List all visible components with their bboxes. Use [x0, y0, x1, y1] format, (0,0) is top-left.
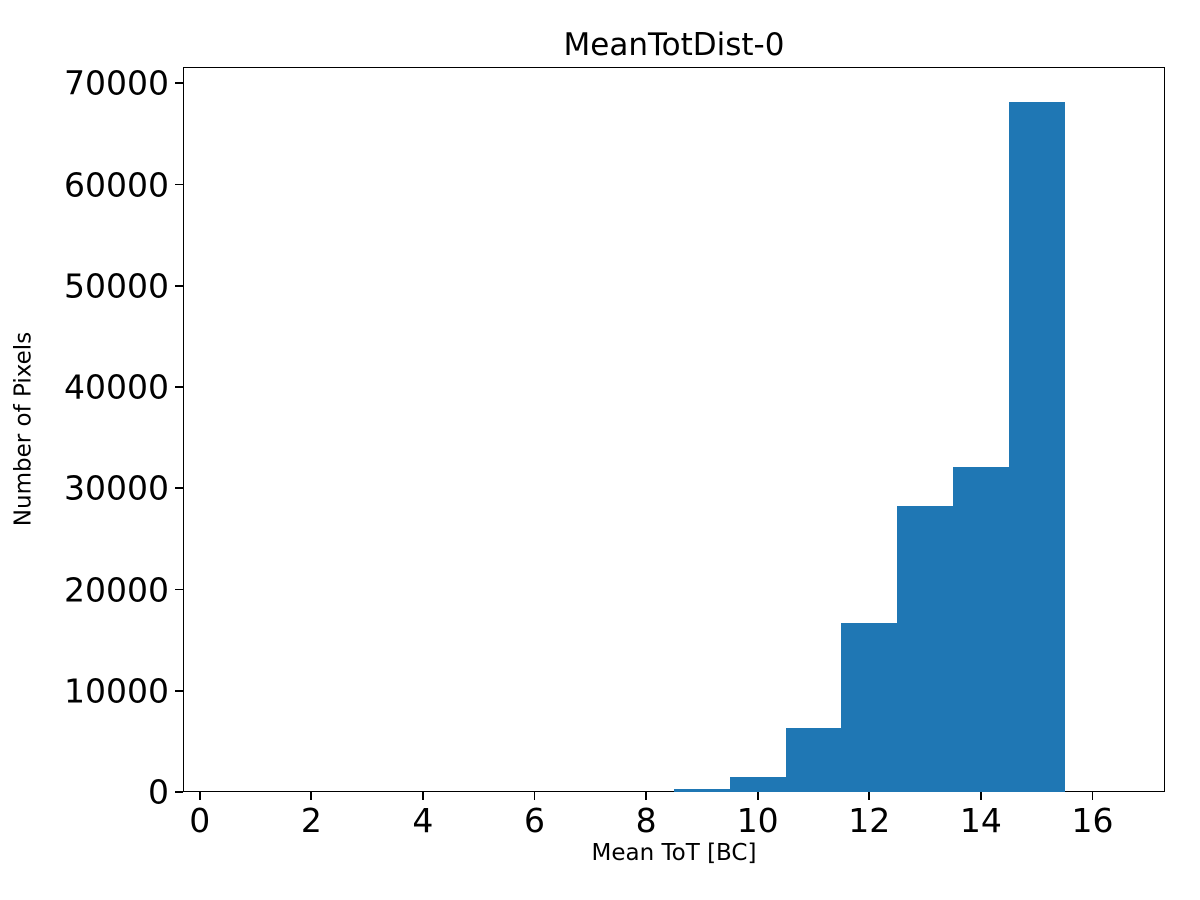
y-axis-label: Number of Pixels: [10, 331, 37, 527]
histogram-bar: [674, 789, 730, 792]
histogram-bar: [1008, 101, 1065, 792]
x-tick-label: 0: [189, 801, 211, 840]
x-tick-label: 12: [848, 801, 891, 840]
y-tick-mark: [175, 487, 183, 490]
x-tick-label: 4: [412, 801, 434, 840]
y-tick-mark: [175, 284, 183, 287]
x-tick-mark: [645, 792, 647, 800]
histogram-bar: [952, 467, 1009, 792]
y-tick-label: 0: [148, 772, 169, 812]
histogram-bar: [729, 776, 786, 792]
histogram-bar: [841, 623, 898, 792]
x-tick-mark: [1091, 792, 1094, 800]
y-tick-mark: [175, 791, 183, 793]
x-tick-mark: [979, 792, 982, 800]
x-tick-mark: [533, 792, 536, 800]
y-tick-label: 70000: [64, 63, 169, 103]
y-tick-label: 50000: [64, 266, 169, 306]
histogram-bar: [785, 728, 842, 792]
y-tick-label: 60000: [64, 165, 169, 205]
y-tick-mark: [175, 183, 183, 186]
histogram-bar: [897, 506, 953, 792]
x-tick-label: 16: [1071, 801, 1114, 840]
y-tick-mark: [175, 82, 183, 85]
x-tick-label: 6: [524, 801, 545, 840]
y-tick-mark: [175, 386, 183, 388]
y-tick-mark: [175, 588, 183, 591]
x-tick-label: 8: [635, 801, 657, 840]
x-tick-mark: [868, 792, 871, 800]
y-tick-label: 20000: [64, 570, 169, 609]
x-axis-label: Mean ToT [BC]: [591, 840, 757, 866]
y-tick-mark: [175, 689, 183, 692]
x-tick-label: 10: [736, 801, 779, 840]
x-tick-mark: [310, 792, 313, 800]
y-tick-label: 10000: [64, 671, 169, 711]
x-tick-mark: [198, 792, 201, 800]
x-tick-label: 2: [300, 801, 322, 840]
x-tick-label: 14: [959, 801, 1002, 840]
x-tick-mark: [422, 792, 424, 800]
y-tick-label: 40000: [64, 367, 169, 407]
chart-title: MeanTotDist-0: [563, 27, 785, 63]
y-tick-label: 30000: [64, 468, 169, 508]
x-tick-mark: [756, 792, 759, 800]
